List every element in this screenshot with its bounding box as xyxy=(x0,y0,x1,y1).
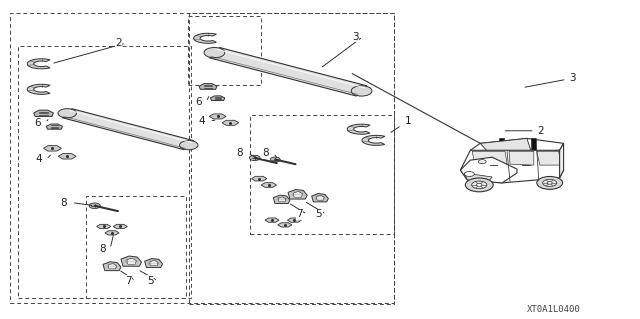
Polygon shape xyxy=(559,143,564,178)
Circle shape xyxy=(250,155,260,160)
Circle shape xyxy=(351,86,372,96)
Polygon shape xyxy=(108,263,116,269)
Text: 3: 3 xyxy=(525,73,576,87)
Text: 7: 7 xyxy=(296,209,303,219)
Text: 4: 4 xyxy=(35,154,42,165)
Polygon shape xyxy=(46,124,63,129)
Text: 8: 8 xyxy=(237,148,243,158)
Text: 2: 2 xyxy=(115,38,122,48)
Polygon shape xyxy=(537,151,562,165)
Circle shape xyxy=(89,203,100,209)
Polygon shape xyxy=(211,96,225,100)
Polygon shape xyxy=(460,150,564,183)
Text: 7: 7 xyxy=(125,276,131,286)
Polygon shape xyxy=(465,173,492,183)
Polygon shape xyxy=(294,191,303,197)
Polygon shape xyxy=(103,262,121,271)
Polygon shape xyxy=(105,231,119,235)
Polygon shape xyxy=(500,138,505,155)
Circle shape xyxy=(472,181,487,189)
Polygon shape xyxy=(472,151,507,164)
Polygon shape xyxy=(63,109,193,150)
Polygon shape xyxy=(278,197,285,202)
Polygon shape xyxy=(348,124,370,134)
Text: 6: 6 xyxy=(195,97,202,107)
Text: XT0A1L0400: XT0A1L0400 xyxy=(527,305,580,314)
Polygon shape xyxy=(509,151,534,165)
Polygon shape xyxy=(265,218,279,222)
Polygon shape xyxy=(199,84,217,89)
Circle shape xyxy=(543,179,557,186)
Polygon shape xyxy=(34,110,53,116)
Polygon shape xyxy=(150,260,158,266)
Polygon shape xyxy=(28,59,50,69)
Polygon shape xyxy=(145,258,163,267)
Polygon shape xyxy=(44,146,61,151)
Circle shape xyxy=(270,157,280,162)
Polygon shape xyxy=(127,258,136,264)
Circle shape xyxy=(204,48,225,58)
Text: 1: 1 xyxy=(391,116,411,132)
Circle shape xyxy=(477,183,482,186)
Polygon shape xyxy=(209,114,226,119)
Circle shape xyxy=(465,172,474,176)
Polygon shape xyxy=(278,223,292,227)
Polygon shape xyxy=(312,194,328,202)
Polygon shape xyxy=(531,138,537,155)
Polygon shape xyxy=(470,138,564,155)
Circle shape xyxy=(537,176,563,189)
Polygon shape xyxy=(121,256,141,266)
Circle shape xyxy=(465,178,493,192)
Circle shape xyxy=(547,182,552,184)
Text: 8: 8 xyxy=(61,197,67,208)
Polygon shape xyxy=(209,48,367,96)
Text: 8: 8 xyxy=(99,244,106,254)
Polygon shape xyxy=(58,154,76,159)
Circle shape xyxy=(478,160,486,164)
Text: 5: 5 xyxy=(147,276,154,286)
Text: 3: 3 xyxy=(352,32,358,42)
Text: 2: 2 xyxy=(505,126,544,136)
Polygon shape xyxy=(288,189,307,199)
Polygon shape xyxy=(287,218,301,222)
Polygon shape xyxy=(222,120,239,125)
Polygon shape xyxy=(317,195,324,200)
Polygon shape xyxy=(480,138,532,157)
Polygon shape xyxy=(460,157,517,183)
Polygon shape xyxy=(261,183,276,187)
Polygon shape xyxy=(362,135,385,145)
Text: 8: 8 xyxy=(262,148,269,158)
Polygon shape xyxy=(113,224,127,229)
Polygon shape xyxy=(97,224,111,229)
Circle shape xyxy=(58,109,76,118)
Polygon shape xyxy=(194,33,216,43)
Polygon shape xyxy=(28,84,50,94)
Circle shape xyxy=(180,141,198,150)
Text: 4: 4 xyxy=(198,116,205,126)
Text: 6: 6 xyxy=(34,118,40,128)
Polygon shape xyxy=(273,195,290,204)
Text: 5: 5 xyxy=(316,209,322,219)
Polygon shape xyxy=(252,176,267,181)
